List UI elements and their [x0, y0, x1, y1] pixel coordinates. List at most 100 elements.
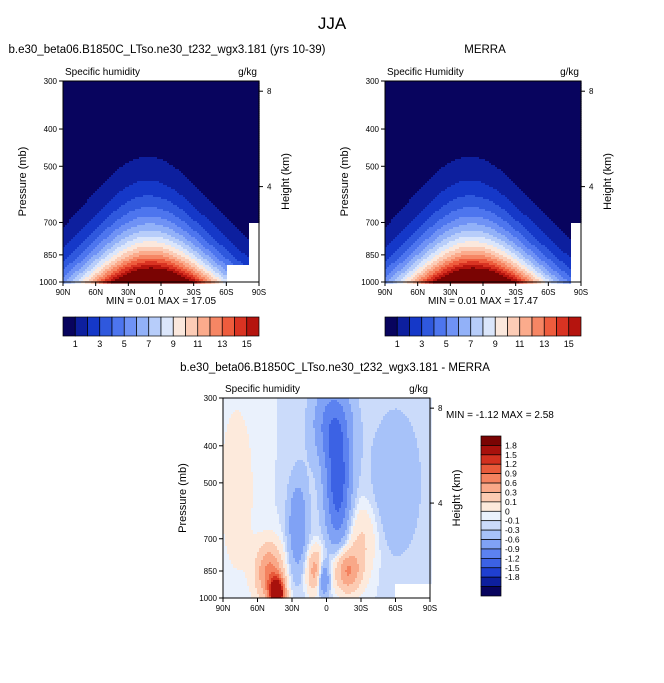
- heatmap-cell: [435, 231, 446, 234]
- heatmap-cell: [105, 257, 112, 260]
- heatmap-cell: [419, 460, 432, 463]
- heatmap-cell: [357, 538, 366, 541]
- heatmap-cell: [405, 259, 412, 262]
- heatmap-cell: [567, 235, 572, 238]
- heatmap-cell: [571, 267, 582, 270]
- heatmap-cell: [379, 534, 386, 537]
- heatmap-cell: [253, 490, 276, 493]
- heatmap-cell: [319, 570, 322, 573]
- heatmap-cell: [225, 235, 246, 238]
- heatmap-cell: [571, 251, 582, 254]
- heatmap-cell: [93, 231, 104, 234]
- heatmap-cell: [571, 233, 582, 236]
- heatmap-cell: [213, 237, 228, 240]
- heatmap-cell: [485, 225, 500, 228]
- heatmap-cell: [283, 544, 286, 547]
- heatmap-cell: [527, 267, 534, 270]
- heatmap-cell: [443, 205, 500, 208]
- heatmap-cell: [93, 275, 98, 278]
- heatmap-cell: [325, 452, 330, 455]
- heatmap-cell: [225, 534, 278, 537]
- heatmap-cell: [121, 205, 178, 208]
- heatmap-cell: [343, 432, 348, 435]
- heatmap-cell: [523, 271, 528, 274]
- y-axis-title-model: Pressure (mb): [17, 147, 29, 217]
- heatmap-cell: [421, 235, 432, 238]
- heatmap-cell: [323, 498, 330, 501]
- heatmap-cell: [273, 554, 282, 557]
- heatmap-cell: [199, 189, 260, 192]
- heatmap-cell: [385, 534, 414, 537]
- heatmap-cell: [309, 466, 322, 469]
- heatmap-cell: [113, 267, 120, 270]
- heatmap-cell: [291, 498, 304, 501]
- heatmap-cell: [321, 532, 328, 535]
- heatmap-cell: [433, 241, 442, 244]
- heatmap-cell: [227, 546, 262, 549]
- heatmap-cell: [479, 261, 494, 264]
- heatmap-cell: [357, 516, 370, 519]
- heatmap-cell: [407, 273, 414, 276]
- heatmap-cell: [171, 221, 186, 224]
- heatmap-cell: [319, 456, 326, 459]
- heatmap-cell: [333, 586, 340, 589]
- heatmap-cell: [223, 466, 252, 469]
- heatmap-cell: [183, 209, 198, 212]
- heatmap-cell: [63, 93, 260, 96]
- heatmap-cell: [545, 255, 556, 258]
- heatmap-cell: [305, 518, 312, 521]
- heatmap-cell: [413, 243, 422, 246]
- heatmap-cell: [115, 273, 122, 276]
- heatmap-cell: [499, 205, 516, 208]
- heatmap-cell: [355, 556, 366, 559]
- heatmap-cell: [343, 452, 350, 455]
- heatmap-cell: [63, 197, 90, 200]
- heatmap-cell: [385, 223, 390, 226]
- heatmap-cell: [519, 269, 526, 272]
- heatmap-cell: [381, 556, 432, 559]
- heatmap-cell: [387, 275, 394, 278]
- heatmap-cell: [251, 526, 282, 529]
- heatmap-cell: [401, 279, 406, 282]
- heatmap-cell: [353, 450, 364, 453]
- colorbar-label-model: 1: [73, 339, 78, 349]
- heatmap-cell: [283, 584, 286, 587]
- heatmap-cell: [385, 91, 582, 94]
- heatmap-cell: [527, 239, 538, 242]
- heatmap-cell: [385, 169, 440, 172]
- heatmap-cell: [435, 267, 442, 270]
- heatmap-cell: [339, 528, 348, 531]
- heatmap-cell: [91, 251, 100, 254]
- heatmap-cell: [107, 275, 112, 278]
- heatmap-cell: [323, 558, 326, 561]
- heatmap-cell: [385, 143, 582, 146]
- heatmap-cell: [413, 195, 438, 198]
- heatmap-cell: [251, 528, 282, 531]
- heatmap-cell: [503, 245, 512, 248]
- heatmap-cell: [321, 540, 326, 543]
- heatmap-cell: [349, 574, 358, 577]
- heatmap-cell: [395, 237, 410, 240]
- heatmap-cell: [317, 508, 324, 511]
- heatmap-cell: [355, 578, 364, 581]
- heatmap-cell: [285, 594, 288, 597]
- heatmap-cell: [519, 257, 526, 260]
- heatmap-cell: [119, 191, 178, 194]
- heatmap-cell: [367, 498, 376, 501]
- heatmap-cell: [531, 277, 536, 280]
- heatmap-cell: [547, 263, 556, 266]
- heatmap-cell: [385, 217, 394, 220]
- heatmap-cell: [515, 205, 538, 208]
- heatmap-cell: [181, 227, 192, 230]
- heatmap-cell: [441, 241, 450, 244]
- heatmap-cell: [217, 227, 238, 230]
- heatmap-cell: [401, 554, 432, 557]
- heatmap-cell: [305, 436, 316, 439]
- heatmap-cell: [295, 488, 302, 491]
- heatmap-cell: [63, 123, 260, 126]
- heatmap-cell: [305, 514, 312, 517]
- heatmap-cell: [315, 484, 324, 487]
- heatmap-cell: [321, 554, 324, 557]
- heatmap-cell: [569, 237, 572, 240]
- heatmap-cell: [63, 275, 66, 278]
